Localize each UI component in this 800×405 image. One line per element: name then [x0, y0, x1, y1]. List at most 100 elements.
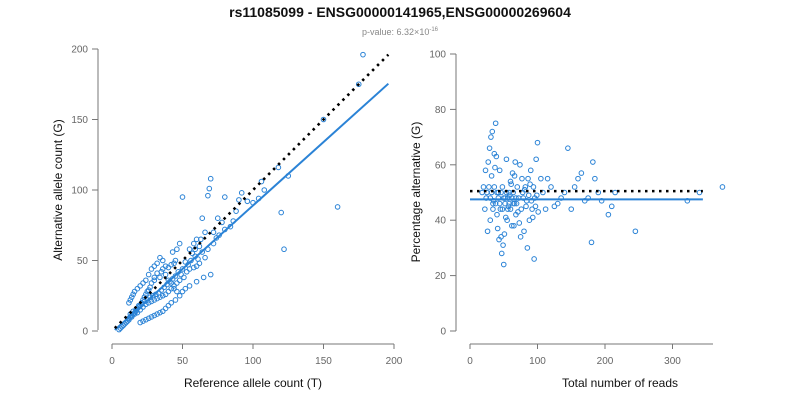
data-point	[540, 189, 546, 196]
data-point	[588, 239, 595, 246]
data-point	[518, 206, 525, 212]
right-y-tick-label: 60	[435, 160, 447, 171]
data-point	[207, 175, 214, 182]
data-point	[179, 288, 186, 295]
data-point	[605, 211, 612, 218]
data-point	[126, 300, 132, 306]
data-point	[172, 273, 179, 279]
data-point	[165, 288, 172, 295]
data-point	[538, 175, 544, 182]
data-point	[144, 288, 151, 295]
data-point	[355, 81, 362, 88]
data-point	[151, 263, 158, 269]
data-point	[482, 167, 489, 174]
left-y-tick-label: 100	[71, 186, 88, 197]
data-point	[494, 225, 501, 232]
data-point	[568, 206, 575, 212]
data-point	[489, 128, 496, 135]
data-point	[719, 184, 726, 190]
data-point	[190, 240, 197, 247]
data-point	[504, 217, 510, 223]
data-point	[168, 300, 175, 306]
data-point	[533, 156, 539, 163]
data-point	[176, 292, 183, 299]
data-point	[151, 277, 158, 284]
left-reference-line	[113, 53, 390, 330]
data-point	[488, 173, 495, 179]
data-point	[497, 206, 504, 212]
data-point	[182, 285, 189, 292]
left-x-tick-label: 100	[245, 356, 262, 367]
data-point	[517, 162, 523, 168]
p-value-base: 10	[419, 27, 429, 37]
data-point	[485, 159, 492, 165]
data-point	[159, 292, 166, 299]
left-y-tick-label: 150	[71, 115, 88, 126]
left-y-ticks: 0 50 100 150 200	[71, 45, 98, 338]
data-point	[145, 287, 152, 293]
data-point	[492, 120, 499, 127]
right-x-tick-label: 300	[664, 356, 681, 367]
left-points	[116, 51, 366, 333]
data-point	[174, 288, 180, 295]
data-point	[176, 277, 183, 284]
data-point	[148, 314, 155, 320]
right-points	[479, 120, 726, 268]
data-point	[281, 246, 287, 253]
data-point	[162, 305, 169, 312]
data-point	[511, 222, 517, 229]
data-point	[486, 184, 492, 190]
data-point	[496, 200, 503, 207]
data-point	[148, 266, 155, 272]
left-fit-line	[114, 82, 390, 331]
data-point	[151, 312, 158, 319]
data-point	[157, 274, 163, 281]
data-point	[137, 319, 143, 326]
data-point	[261, 187, 268, 193]
data-point	[511, 200, 518, 207]
right-y-tick-label: 80	[435, 105, 447, 116]
data-point	[134, 285, 141, 292]
data-point	[200, 274, 207, 281]
data-point	[502, 214, 509, 221]
data-point	[499, 206, 506, 212]
data-point	[523, 203, 529, 210]
data-point	[154, 270, 160, 276]
data-point	[493, 153, 500, 160]
data-point	[157, 309, 163, 316]
data-point	[522, 184, 529, 190]
data-point	[516, 220, 523, 226]
right-y-tick-label: 100	[429, 50, 446, 61]
right-x-tick-label: 100	[529, 356, 546, 367]
data-point	[179, 194, 186, 200]
right-y-tick-label: 0	[440, 327, 446, 338]
data-point	[521, 228, 527, 235]
data-point	[195, 256, 201, 262]
data-point	[162, 291, 169, 298]
data-point	[526, 217, 533, 223]
data-point	[150, 292, 156, 299]
data-point	[130, 291, 136, 298]
left-y-tick-label: 0	[82, 327, 88, 338]
data-point	[154, 260, 160, 267]
data-point	[174, 246, 180, 253]
data-point	[575, 175, 581, 182]
data-point	[531, 256, 537, 262]
data-point	[508, 181, 514, 187]
data-point	[529, 214, 536, 221]
data-point	[334, 204, 341, 210]
data-point	[542, 206, 549, 212]
data-point	[186, 283, 193, 289]
right-x-tick-label: 0	[467, 356, 473, 367]
data-point	[509, 170, 516, 176]
data-point	[534, 139, 541, 146]
right-x-ticks: 0 100 200 300	[467, 344, 681, 367]
left-y-axis-title: Alternative allele count (G)	[51, 119, 65, 260]
data-point	[496, 167, 503, 174]
data-point	[137, 283, 143, 289]
data-point	[561, 189, 568, 196]
data-point	[492, 200, 499, 207]
data-point	[486, 145, 493, 151]
data-point	[494, 189, 500, 196]
